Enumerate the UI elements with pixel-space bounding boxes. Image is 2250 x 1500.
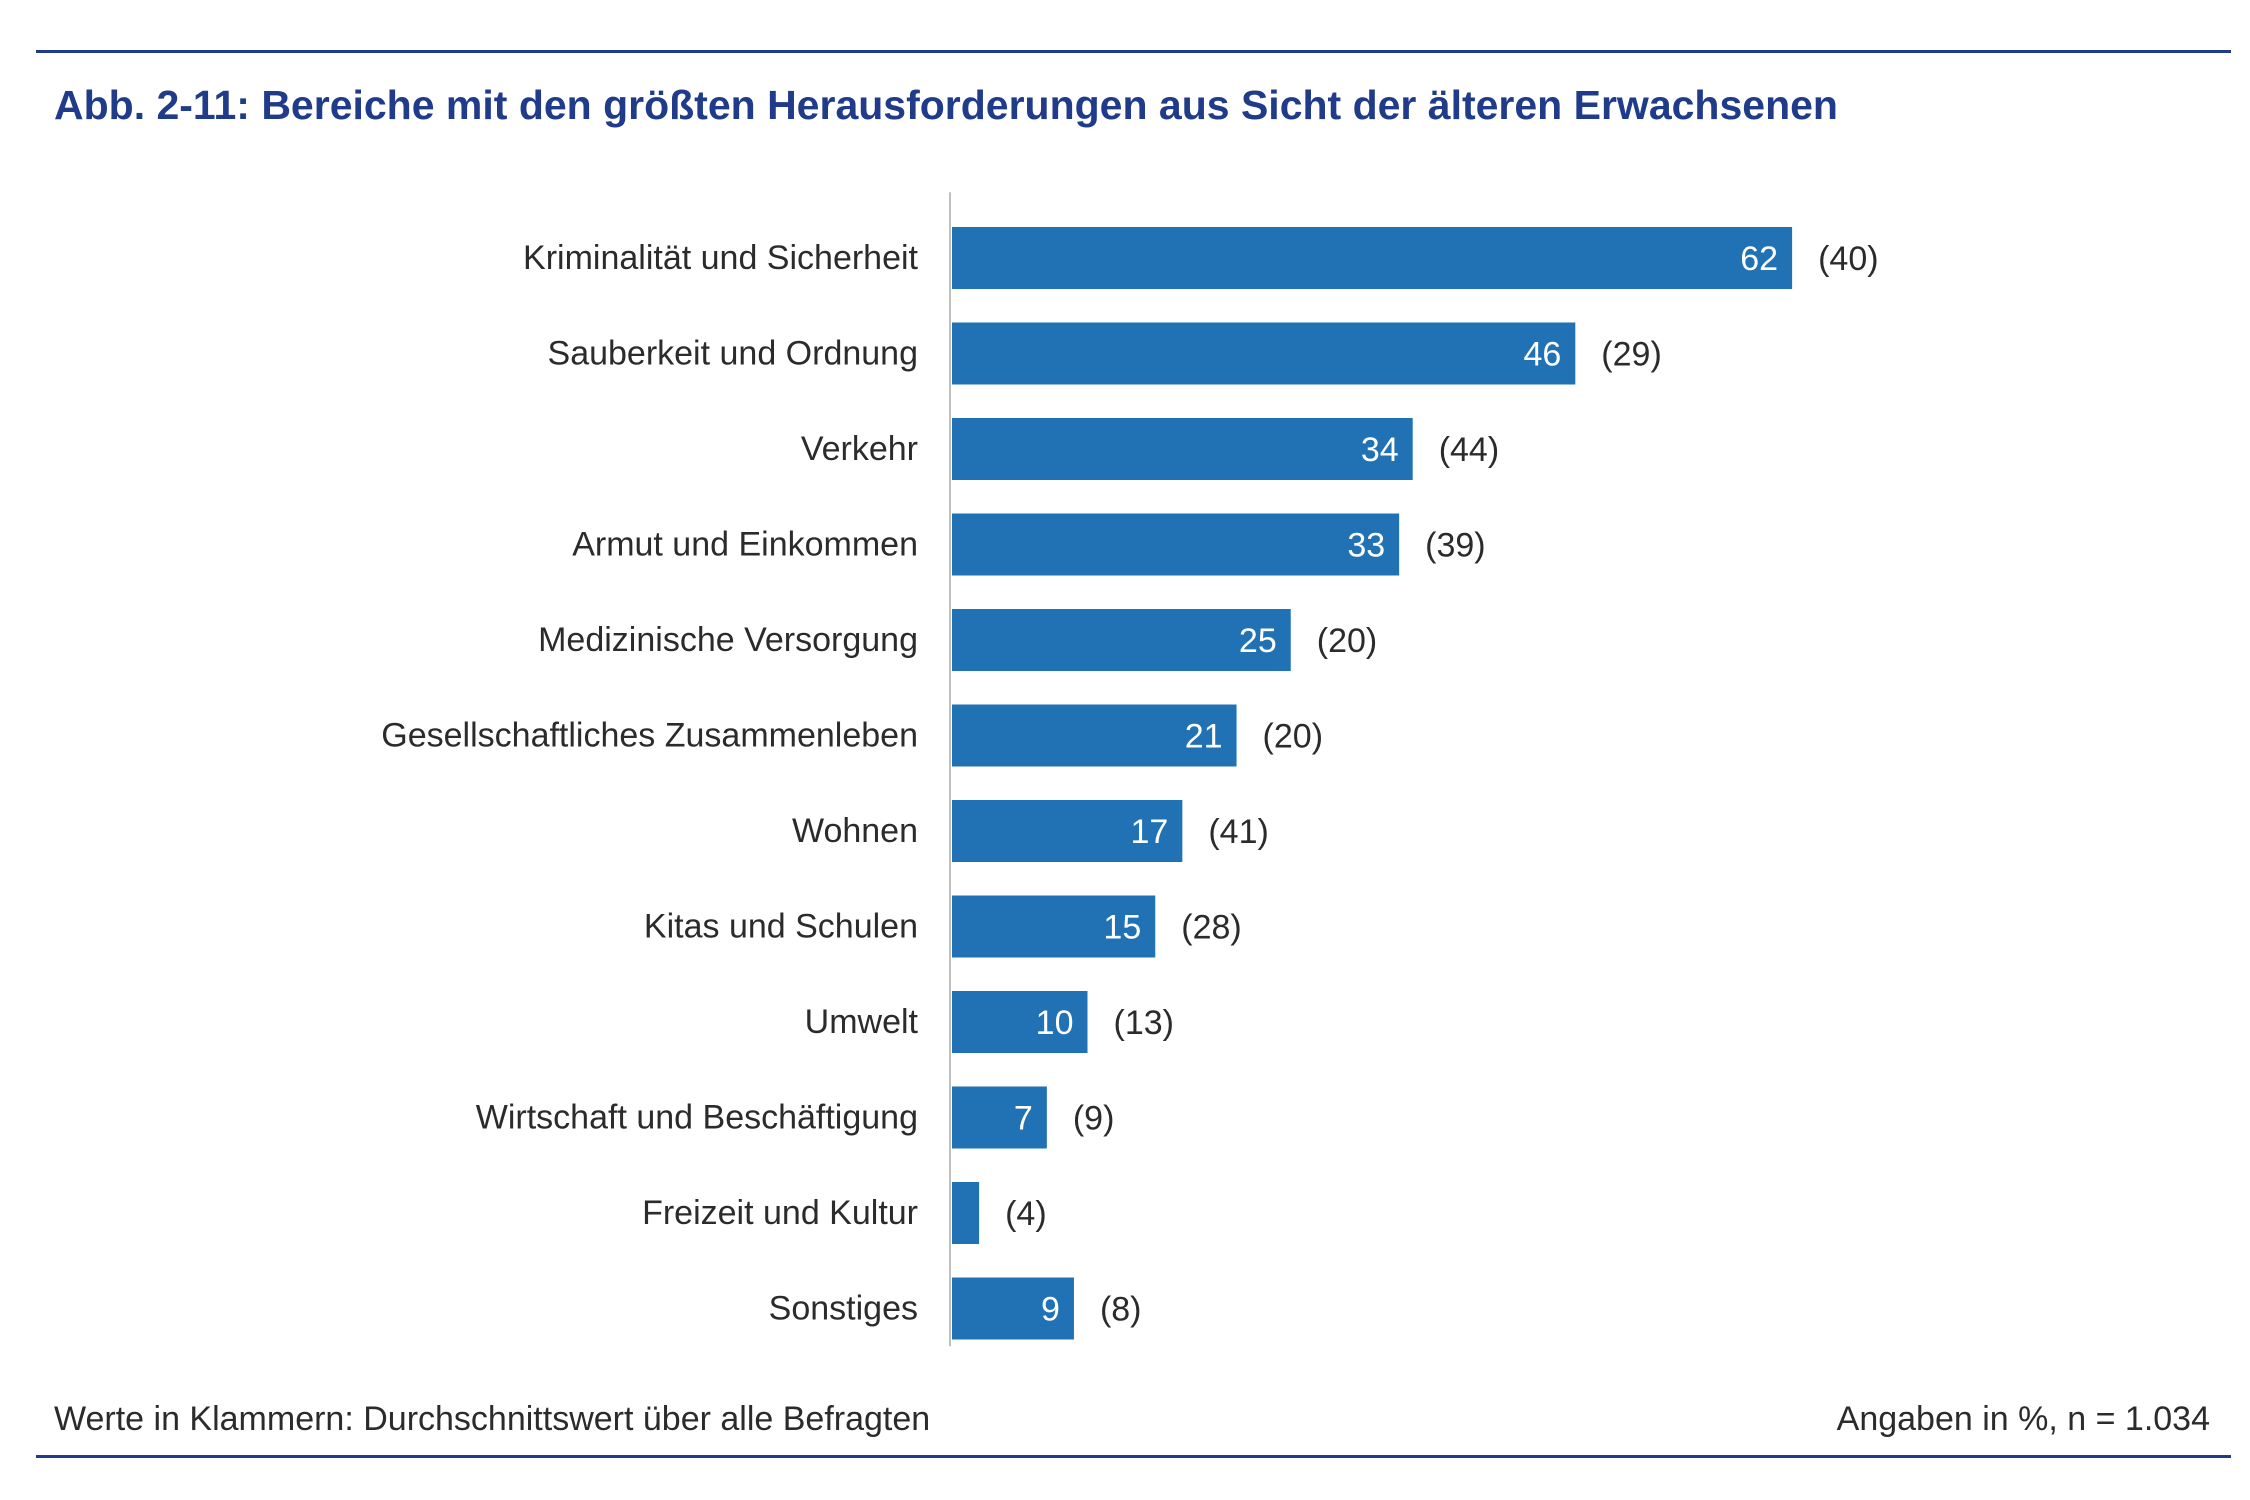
category-label: Umwelt	[805, 1003, 919, 1041]
bar	[952, 418, 1413, 480]
bar	[952, 1277, 1074, 1340]
average-label: (44)	[1439, 431, 1499, 469]
value-label: 34	[1361, 431, 1399, 469]
value-label: 17	[1131, 813, 1169, 851]
value-label: 10	[1036, 1004, 1074, 1042]
bar	[952, 609, 1291, 671]
footnote: Werte in Klammern: Durchschnittswert übe…	[54, 1400, 931, 1438]
category-label: Gesellschaftliches Zusammenleben	[381, 716, 918, 754]
category-label: Sonstiges	[769, 1289, 918, 1327]
unit-note: Angaben in %, n = 1.034	[1836, 1400, 2210, 1438]
category-label: Freizeit und Kultur	[642, 1194, 918, 1232]
value-label: 25	[1239, 622, 1277, 660]
category-label: Sauberkeit und Ordnung	[548, 334, 918, 372]
bar	[952, 1182, 980, 1244]
average-label: (13)	[1114, 1004, 1174, 1042]
category-label: Kitas und Schulen	[644, 907, 918, 945]
average-label: (4)	[1005, 1195, 1047, 1233]
average-label: (8)	[1100, 1290, 1142, 1328]
value-label: 15	[1103, 908, 1141, 946]
category-label: Armut und Einkommen	[572, 525, 918, 563]
value-label: 46	[1523, 335, 1561, 373]
bar	[952, 704, 1237, 767]
average-label: (39)	[1425, 526, 1485, 564]
average-label: (9)	[1073, 1099, 1115, 1137]
average-label: (41)	[1208, 813, 1268, 851]
bar	[952, 895, 1156, 958]
chart-title: Abb. 2-11: Bereiche mit den größten Hera…	[54, 82, 1838, 128]
average-label: (20)	[1263, 717, 1323, 755]
bar	[952, 991, 1088, 1053]
top-rule	[36, 50, 2231, 53]
value-label: 21	[1185, 717, 1223, 755]
bar	[952, 227, 1793, 289]
bar	[952, 1086, 1047, 1149]
average-label: (20)	[1317, 622, 1377, 660]
bottom-rule	[36, 1455, 2231, 1458]
value-label: 9	[1041, 1290, 1060, 1328]
value-label: 62	[1740, 240, 1778, 278]
category-label: Wirtschaft und Beschäftigung	[476, 1098, 918, 1136]
bar	[952, 513, 1400, 576]
bar	[952, 322, 1576, 385]
category-label: Kriminalität und Sicherheit	[523, 239, 919, 277]
value-label: 7	[1014, 1099, 1033, 1137]
category-label: Verkehr	[801, 430, 918, 468]
category-label: Wohnen	[792, 812, 918, 850]
bar	[952, 800, 1183, 862]
category-label: Medizinische Versorgung	[538, 621, 918, 659]
value-label: 33	[1347, 526, 1385, 564]
average-label: (40)	[1818, 240, 1878, 278]
average-label: (29)	[1601, 335, 1661, 373]
average-label: (28)	[1181, 908, 1241, 946]
